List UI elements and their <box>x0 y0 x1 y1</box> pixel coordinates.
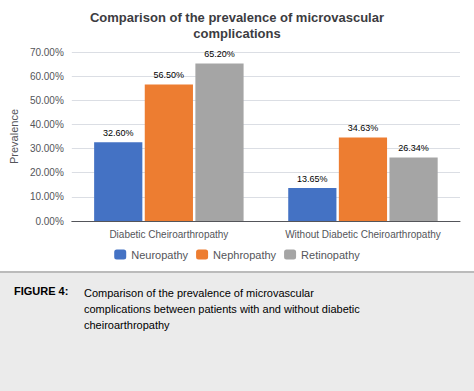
svg-text:60.00%: 60.00% <box>30 71 64 82</box>
svg-text:FIGURE 4:: FIGURE 4: <box>14 285 68 297</box>
svg-text:65.20%: 65.20% <box>204 49 235 59</box>
svg-text:Neuropathy: Neuropathy <box>131 249 188 261</box>
svg-text:Prevalence: Prevalence <box>8 109 20 164</box>
svg-text:26.34%: 26.34% <box>398 143 429 153</box>
svg-text:0.00%: 0.00% <box>35 216 63 227</box>
svg-text:56.50%: 56.50% <box>154 70 185 80</box>
svg-text:Diabetic Cheiroarthropathy: Diabetic Cheiroarthropathy <box>109 229 228 240</box>
svg-text:30.00%: 30.00% <box>30 143 64 154</box>
svg-text:complications between patients: complications between patients with and … <box>84 303 360 315</box>
svg-text:Without Diabetic Cheiroarthrop: Without Diabetic Cheiroarthropathy <box>285 229 441 240</box>
svg-text:Nephropathy: Nephropathy <box>213 249 276 261</box>
svg-text:13.65%: 13.65% <box>297 174 328 184</box>
svg-text:cheiroarthropathy: cheiroarthropathy <box>84 319 170 331</box>
svg-text:Retinopathy: Retinopathy <box>301 249 360 261</box>
svg-text:50.00%: 50.00% <box>30 95 64 106</box>
svg-text:34.63%: 34.63% <box>348 123 379 133</box>
svg-text:Comparison of the prevalence o: Comparison of the prevalence of microvas… <box>90 10 384 25</box>
svg-text:Comparison of the prevalence o: Comparison of the prevalence of microvas… <box>84 287 314 299</box>
svg-text:70.00%: 70.00% <box>30 47 64 58</box>
svg-text:40.00%: 40.00% <box>30 119 64 130</box>
svg-text:complications: complications <box>193 26 280 41</box>
svg-text:32.60%: 32.60% <box>103 128 134 138</box>
svg-text:10.00%: 10.00% <box>30 191 64 202</box>
svg-text:20.00%: 20.00% <box>30 167 64 178</box>
